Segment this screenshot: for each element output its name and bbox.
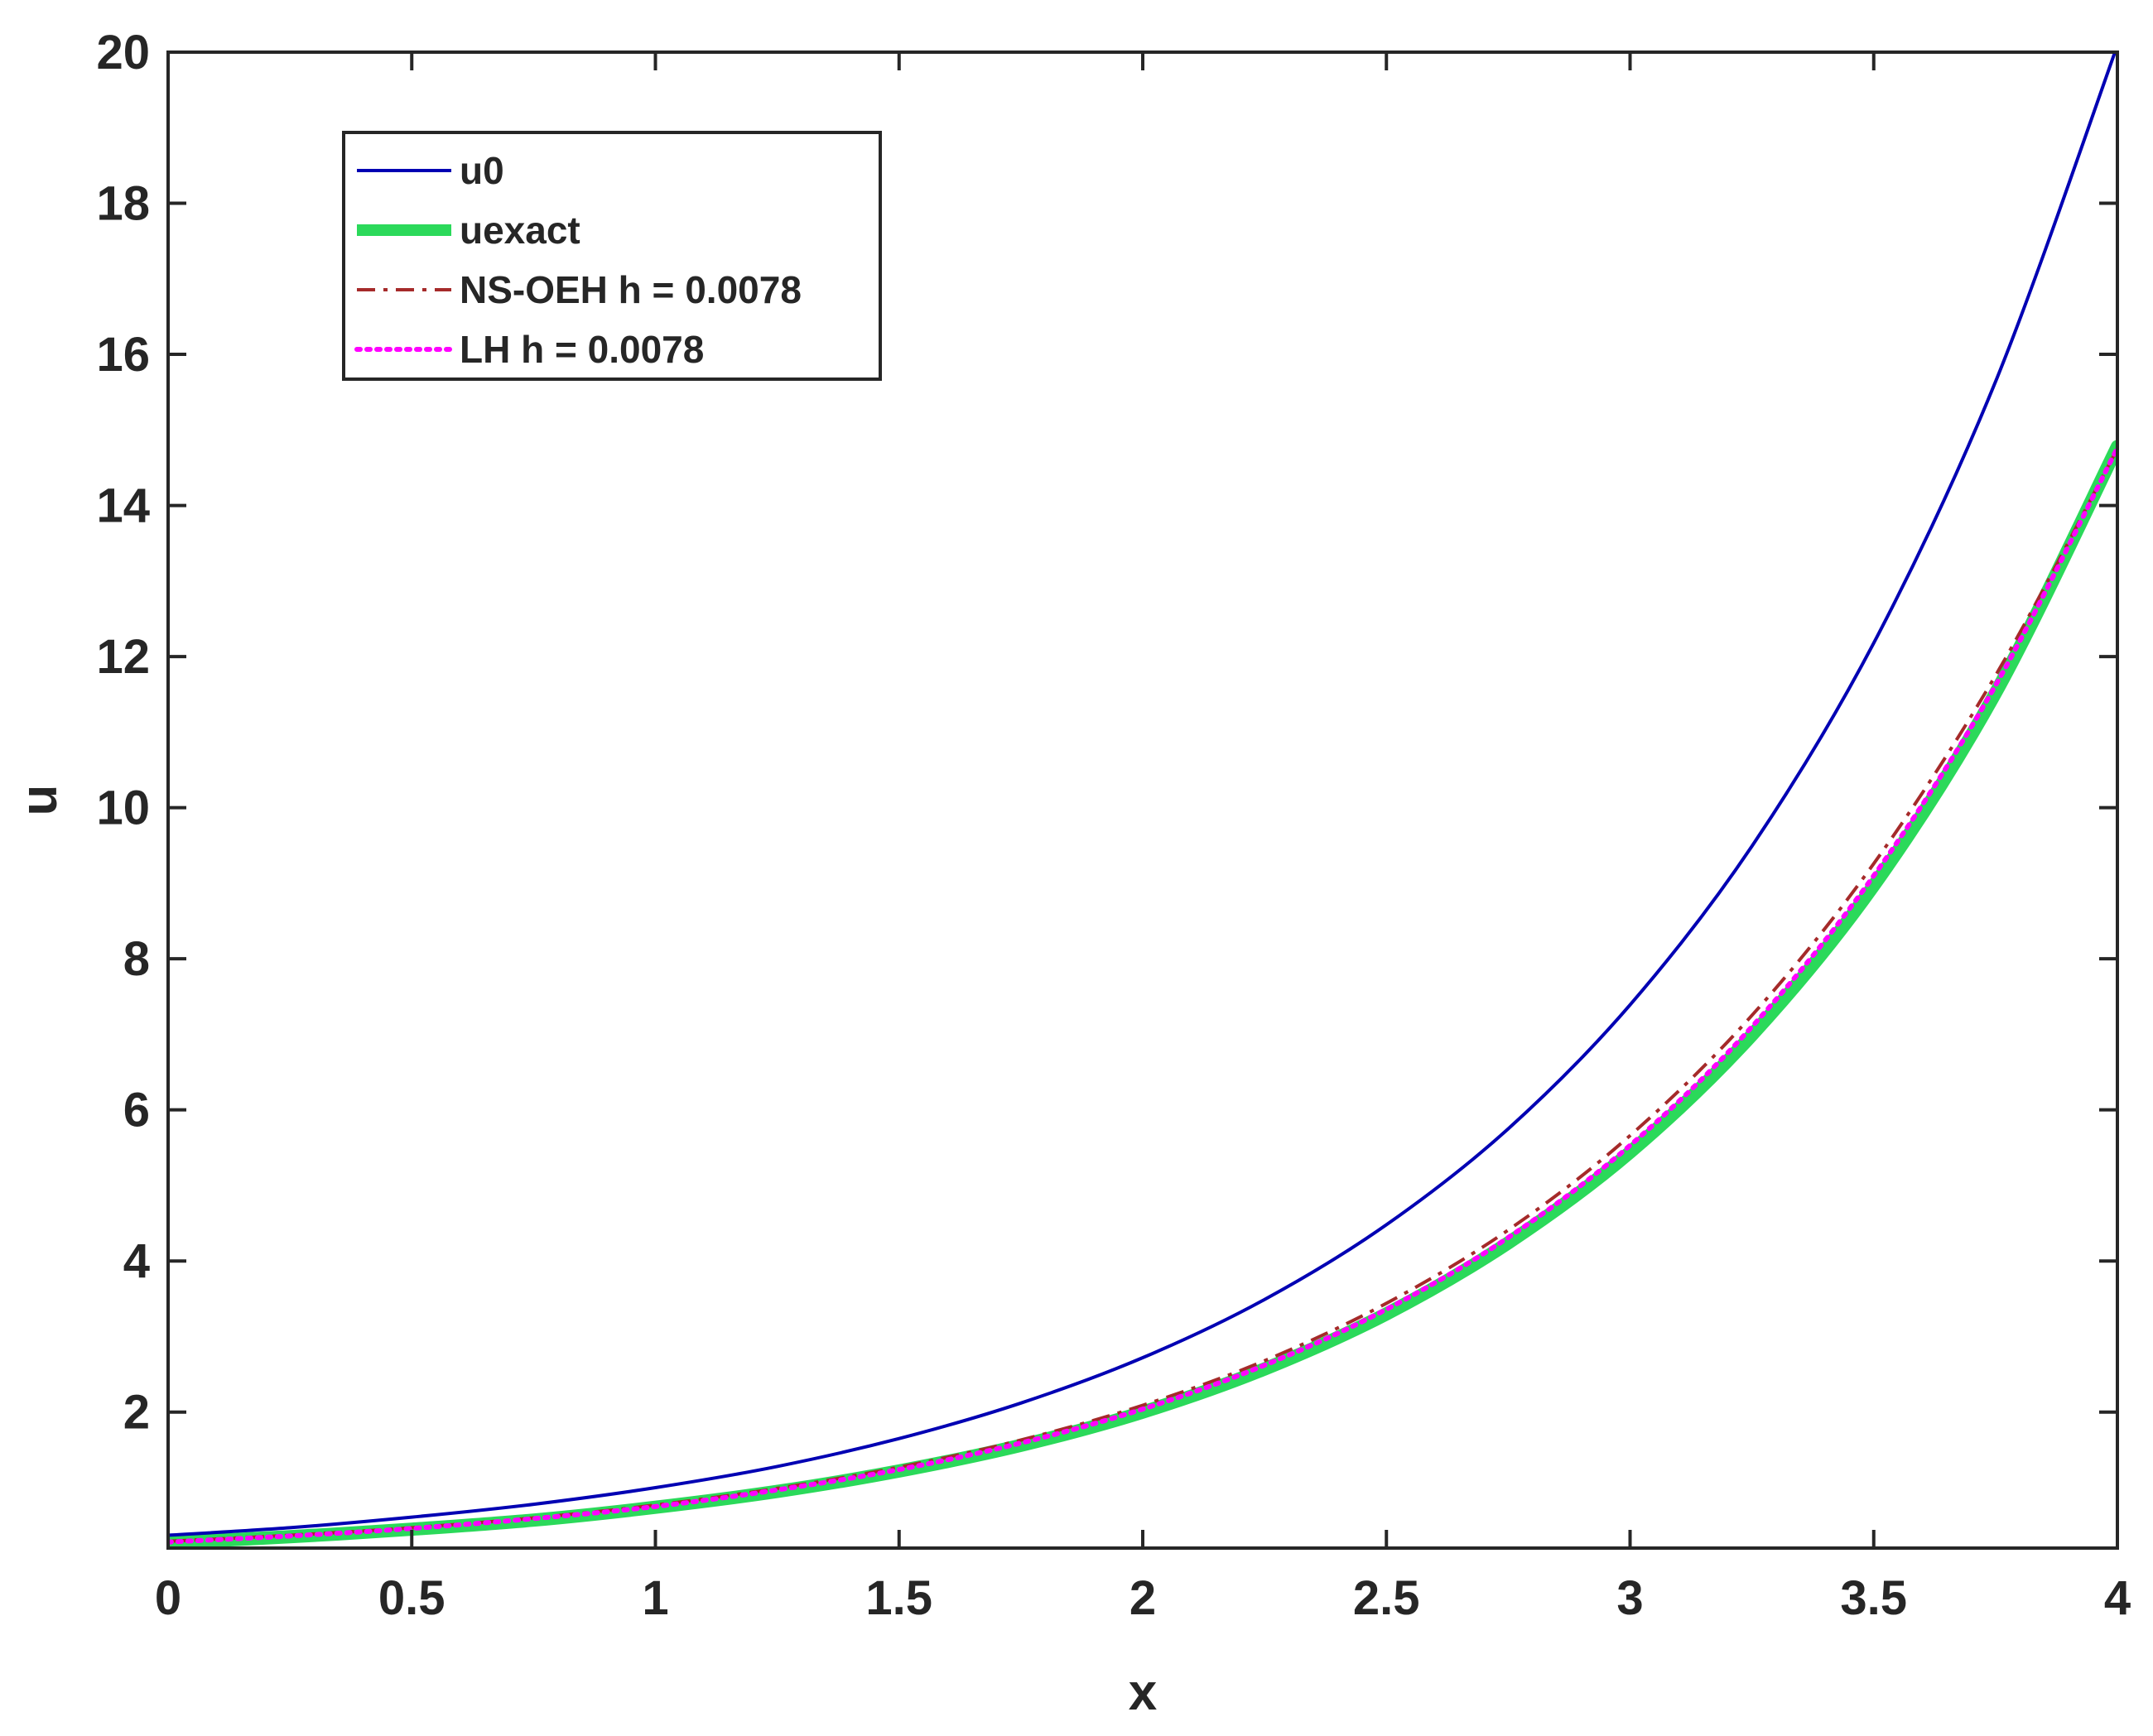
x-tick-label: 3 xyxy=(1616,1571,1643,1625)
legend-item: uexact xyxy=(357,209,580,252)
series-line-ns-oeh-h-0-0078 xyxy=(168,448,2117,1543)
legend-label: uexact xyxy=(460,209,580,252)
series-line-lh-h-0-0078 xyxy=(168,445,2117,1545)
legend-item: u0 xyxy=(357,149,504,192)
x-tick-label: 0 xyxy=(155,1571,181,1625)
legend-item: LH h = 0.0078 xyxy=(354,328,704,371)
y-tick-label: 16 xyxy=(96,328,150,382)
legend-label: LH h = 0.0078 xyxy=(460,328,704,371)
y-tick-label: 12 xyxy=(96,630,150,684)
ticks-layer: 0 0.5 1 1.5 2 2.5 3 3.5 4 2 4 6 8 10 12 14 16 18 20 xyxy=(96,26,2131,1625)
y-tick-label: 18 xyxy=(96,177,150,231)
x-tick-label: 1 xyxy=(642,1571,668,1625)
x-tick-label: 2 xyxy=(1129,1571,1156,1625)
x-tick-label: 1.5 xyxy=(865,1571,932,1625)
x-tick-label: 0.5 xyxy=(378,1571,446,1625)
series-line-uexact xyxy=(168,440,2117,1548)
x-axis-label: x xyxy=(1129,1664,1158,1721)
legend: u0 uexact NS-OEH h = 0.0078 LH h = 0.0078 xyxy=(342,131,882,381)
y-tick-label: 6 xyxy=(123,1084,150,1137)
y-tick-label: 8 xyxy=(123,932,150,986)
series-line-u0 xyxy=(168,52,2117,1537)
legend-label: NS-OEH h = 0.0078 xyxy=(460,268,802,311)
y-tick-label: 4 xyxy=(123,1234,150,1288)
x-tick-label: 2.5 xyxy=(1353,1571,1420,1625)
legend-item: NS-OEH h = 0.0078 xyxy=(357,268,802,311)
y-axis-label: u xyxy=(11,785,68,816)
x-tick-label: 3.5 xyxy=(1840,1571,1907,1625)
legend-box xyxy=(342,131,882,381)
legend-label: u0 xyxy=(460,149,504,192)
series-layer xyxy=(168,52,2117,1548)
x-tick-label: 4 xyxy=(2104,1571,2131,1625)
y-tick-label: 20 xyxy=(96,26,150,79)
y-tick-label: 2 xyxy=(123,1386,150,1440)
y-tick-label: 14 xyxy=(96,479,150,533)
y-tick-label: 10 xyxy=(96,781,150,835)
